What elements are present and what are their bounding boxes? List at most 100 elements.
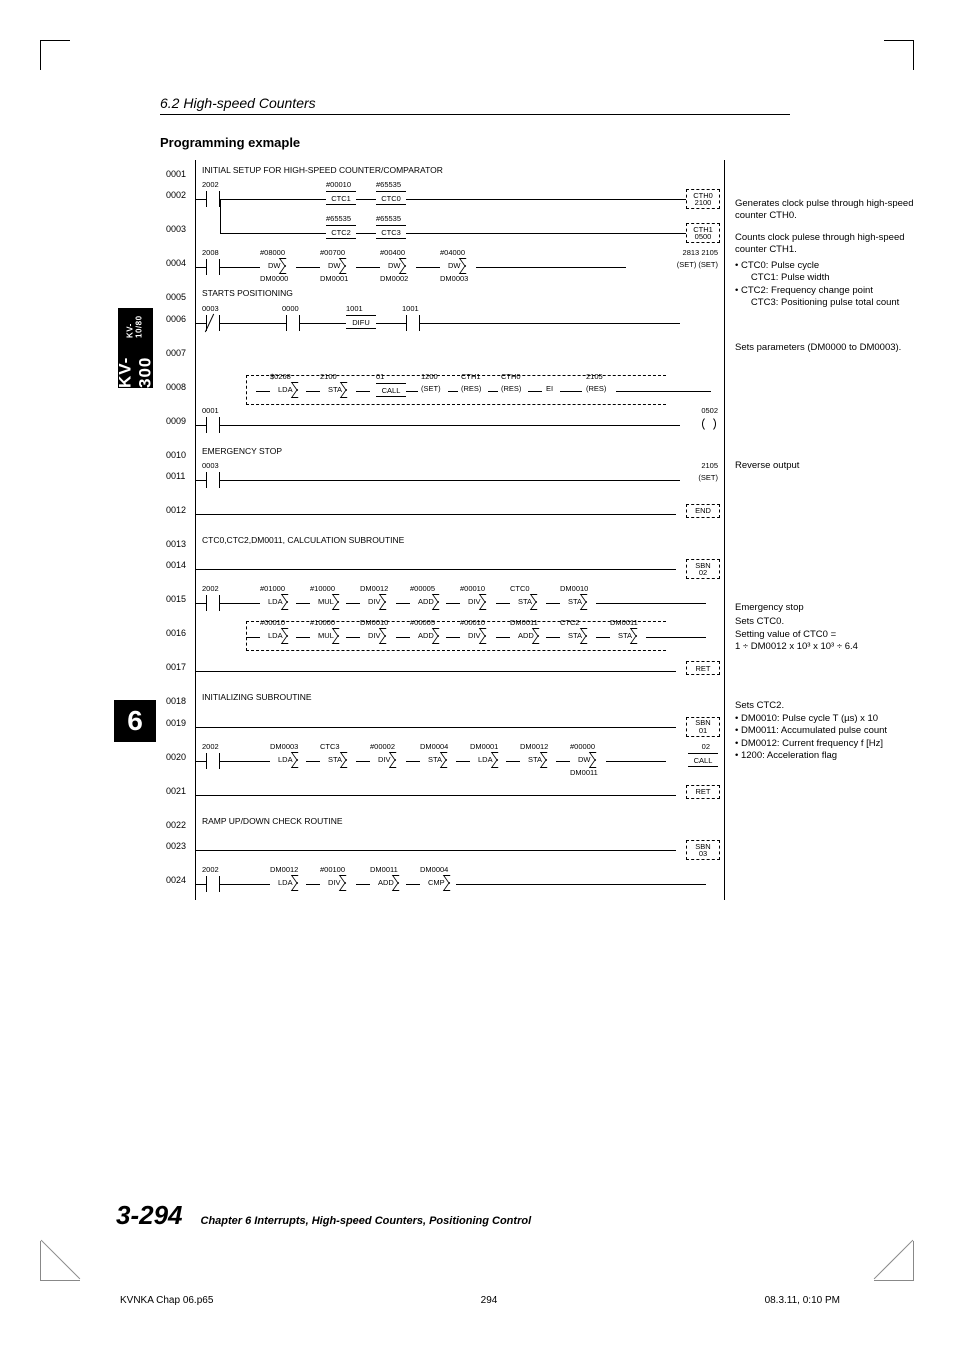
footer-file: KVNKA Chap 06.p65	[120, 1295, 213, 1306]
row-number: 0020	[166, 753, 186, 763]
ladder-row: 0005STARTS POSITIONING	[195, 283, 725, 304]
output-dashed: SBN01	[686, 717, 720, 737]
note-bullet: • 1200: Acceleration flag	[735, 750, 887, 762]
note: Counts clock pulese through high-speed c…	[735, 232, 925, 257]
contact	[206, 191, 220, 207]
output-coil	[702, 416, 716, 432]
footer-page: 294	[481, 1295, 498, 1306]
ladder-row: 0008CALL01LDA$0268STA2100(SET)1200(RES)C…	[195, 373, 725, 407]
ladder-row: 0003CTC2#65535CTC3#65535CTH10500	[195, 215, 725, 249]
ladder-row: 0016LDA#00010MUL#10000DIVDM0010ADD#00005…	[195, 619, 725, 653]
ladder-row: 0018INITIALIZING SUBROUTINE	[195, 687, 725, 708]
rung: CTC2#65535CTC3#65535CTH10500	[196, 219, 724, 247]
contact-label: 2002	[202, 585, 219, 593]
note: Sets CTC2.	[735, 700, 784, 712]
rung: SBN02	[196, 555, 724, 583]
row-number: 0012	[166, 506, 186, 516]
ladder-row: 00022002CTC1#00010CTC0#65535CTH02100	[195, 181, 725, 215]
row-number: 0019	[166, 719, 186, 729]
rung: SBN01	[196, 713, 724, 741]
rung: 0003(SET)2105	[196, 466, 724, 494]
contact-label: 1001	[402, 305, 419, 313]
ladder-row: 0022RAMP UP/DOWN CHECK ROUTINE	[195, 811, 725, 832]
model-badge: KV-300 KV-10/80	[118, 308, 153, 388]
rung: LDA#00010MUL#10000DIVDM0010ADD#00005DIV#…	[196, 623, 724, 651]
angle-instruction: DIV	[376, 753, 393, 767]
output-dashed: SBN02	[686, 559, 720, 579]
row-number: 0017	[166, 663, 186, 673]
contact	[206, 753, 220, 769]
angle-instruction: DW	[266, 259, 283, 273]
row-label: INITIAL SETUP FOR HIGH-SPEED COUNTER/COM…	[196, 162, 724, 181]
ladder-row: 0010EMERGENCY STOP	[195, 441, 725, 462]
row-number: 0015	[166, 595, 186, 605]
row-number: 0004	[166, 259, 186, 269]
output-dashed: CTH10500	[686, 223, 720, 243]
ladder-row: 0007	[195, 339, 725, 373]
section-header: 6.2 High-speed Counters	[160, 95, 316, 111]
contact-label: 2002	[202, 866, 219, 874]
row-number: 0023	[166, 842, 186, 852]
angle-instruction: STA	[566, 595, 584, 609]
model-big: KV-300	[116, 338, 156, 388]
angle-instruction: LDA	[276, 876, 295, 890]
rung: CALL01LDA$0268STA2100(SET)1200(RES)CTH1(…	[196, 377, 724, 405]
output-pair: (SET) (SET)	[677, 261, 718, 269]
output-dashed: RET	[686, 661, 720, 675]
contact-label: 0001	[202, 407, 219, 415]
angle-instruction: LDA	[276, 753, 295, 767]
contact-label: 0000	[282, 305, 299, 313]
ladder-row: 0014SBN02	[195, 551, 725, 585]
output-dashed: RET	[686, 785, 720, 799]
row-number: 0007	[166, 349, 186, 359]
row-number: 0001	[166, 170, 186, 180]
ladder-row: 0019SBN01	[195, 709, 725, 743]
ladder-row: 0012END	[195, 496, 725, 530]
ladder-row: 00152002LDA#01000MUL#10000DIVDM0012ADD#0…	[195, 585, 725, 619]
note-bullet: • CTC0: Pulse cycle CTC1: Pulse width	[735, 260, 899, 285]
row-label: CTC0,CTC2,DM0011, CALCULATION SUBROUTINE	[196, 532, 724, 551]
programming-title: Programming exmaple	[160, 135, 300, 150]
instruction-box: CTC0	[376, 191, 406, 205]
output-dashed: CTH02100	[686, 189, 720, 209]
note: Sets parameters (DM0000 to DM0003).	[735, 342, 901, 354]
row-number: 0013	[166, 540, 186, 550]
contact-label: 2002	[202, 181, 219, 189]
row-number: 0006	[166, 315, 186, 325]
contact-label: 0003	[202, 305, 219, 313]
contact	[406, 315, 420, 331]
footer-date: 08.3.11, 0:10 PM	[765, 1295, 840, 1306]
note: • DM0010: Pulse cycle T (µs) x 10• DM001…	[735, 713, 887, 762]
crop-mark-br	[874, 1241, 914, 1281]
rung	[196, 343, 724, 361]
note: Emergency stop	[735, 602, 804, 614]
note: Generates clock pulse through high-speed…	[735, 198, 925, 223]
note-bullet: • DM0011: Accumulated pulse count	[735, 725, 887, 737]
row-label: EMERGENCY STOP	[196, 443, 724, 462]
row-number: 0024	[166, 876, 186, 886]
instruction-box: CTC2	[326, 225, 356, 239]
contact	[206, 417, 220, 433]
angle-instruction: CMP	[426, 876, 447, 890]
row-number: 0011	[166, 472, 185, 482]
ladder-row: 0017RET	[195, 653, 725, 687]
rung: 2002CTC1#00010CTC0#65535CTH02100	[196, 185, 724, 213]
angle-instruction: LDA	[266, 595, 285, 609]
rung: SBN03	[196, 836, 724, 864]
row-number: 0002	[166, 191, 186, 201]
angle-instruction: STA	[516, 595, 534, 609]
angle-instruction: DW	[576, 753, 593, 767]
row-number: 0016	[166, 629, 186, 639]
ladder-row: 0021RET	[195, 777, 725, 811]
page-number: 3-294	[116, 1200, 183, 1231]
output-text: (SET)	[698, 474, 718, 482]
page-footer: 3-294 Chapter 6 Interrupts, High-speed C…	[116, 1200, 531, 1231]
ladder-row: 0023SBN03	[195, 832, 725, 866]
rung: RET	[196, 781, 724, 809]
note: Reverse output	[735, 460, 799, 472]
rung: RET	[196, 657, 724, 685]
angle-instruction: DW	[326, 259, 343, 273]
angle-instruction: STA	[326, 753, 344, 767]
rung: 00010502	[196, 411, 724, 439]
rung: 2002LDADM0012DIV#00100ADDDM0011CMPDM0004	[196, 870, 724, 898]
